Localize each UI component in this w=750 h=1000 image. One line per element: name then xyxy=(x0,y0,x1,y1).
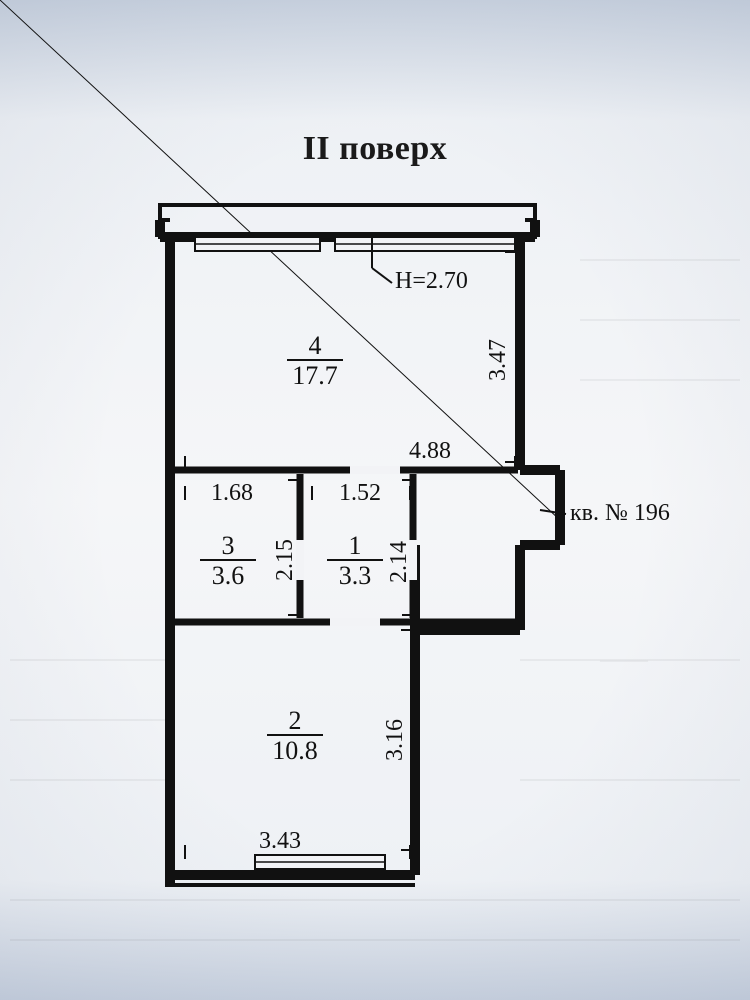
svg-text:2.14: 2.14 xyxy=(386,541,412,583)
paper-bleed: ——— xyxy=(10,260,740,940)
svg-text:3.47: 3.47 xyxy=(485,339,511,381)
svg-text:3.3: 3.3 xyxy=(339,561,372,590)
svg-text:1: 1 xyxy=(349,531,362,560)
windows-top xyxy=(195,237,515,251)
svg-text:———: ——— xyxy=(599,652,649,669)
svg-text:1.68: 1.68 xyxy=(211,480,253,506)
svg-text:4.88: 4.88 xyxy=(409,438,451,464)
svg-text:3.6: 3.6 xyxy=(212,561,245,590)
sheet: II поверх ——— 417.733.6 xyxy=(0,0,750,1000)
floorplan-svg: ——— 417.7 33.6 13.3 210.8 4.88 3.47 1.68 2.15 1… xyxy=(0,0,750,1000)
svg-text:4: 4 xyxy=(309,331,322,360)
window-bottom xyxy=(255,855,385,869)
svg-text:1.52: 1.52 xyxy=(339,480,381,506)
svg-text:17.7: 17.7 xyxy=(292,361,338,390)
svg-text:3.43: 3.43 xyxy=(259,828,301,854)
svg-text:2: 2 xyxy=(289,706,302,735)
svg-text:10.8: 10.8 xyxy=(272,736,318,765)
ceiling-height-label: Н=2.70 xyxy=(395,268,468,294)
svg-text:3: 3 xyxy=(222,531,235,560)
svg-text:3.16: 3.16 xyxy=(382,719,408,761)
svg-text:2.15: 2.15 xyxy=(272,539,298,581)
svg-text:кв. № 196: кв. № 196 xyxy=(570,500,670,526)
